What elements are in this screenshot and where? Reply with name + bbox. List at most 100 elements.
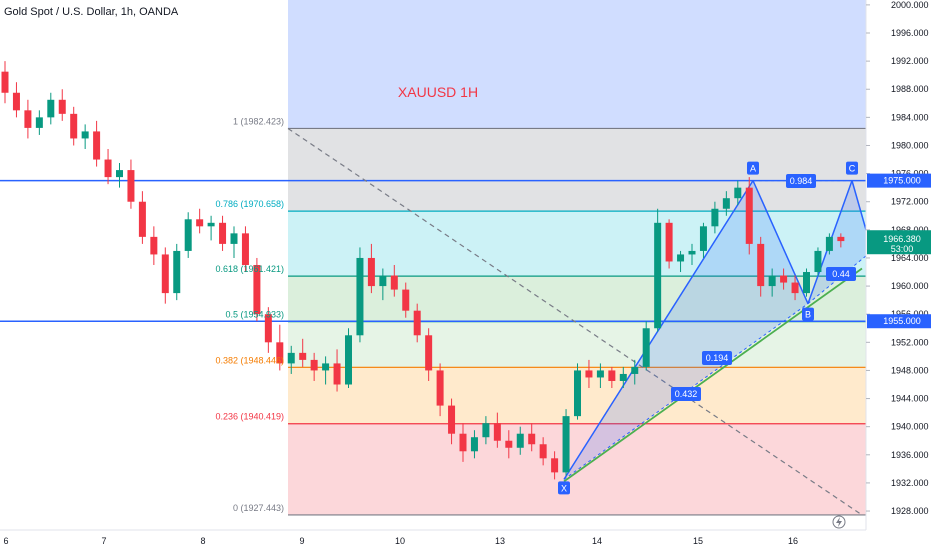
ratio-badge: 0.432 (675, 389, 698, 399)
fib-zone (288, 321, 866, 368)
price-tick-label: 1968.000 (891, 225, 929, 235)
point-x-label-bg (558, 481, 570, 495)
candle-body (264, 314, 272, 343)
fib-label: 1 (1982.423) (233, 116, 284, 126)
time-tick-label: 9 (299, 536, 304, 546)
candle-body (150, 236, 158, 255)
candle-body (585, 370, 593, 378)
time-tick-label: 16 (788, 536, 798, 546)
candle-body (722, 198, 730, 209)
price-tick-label: 1928.000 (891, 506, 929, 516)
candle-body (803, 272, 810, 294)
candle-body (516, 433, 524, 448)
current-price-bg (867, 230, 931, 255)
ratio-badge-bg (702, 351, 732, 365)
point-c-label-bg (846, 161, 858, 175)
time-tick-label: 10 (395, 536, 405, 546)
candle-body (173, 250, 181, 294)
price-tick-label: 1936.000 (891, 450, 929, 460)
ratio-badge: 0.984 (790, 176, 813, 186)
time-tick-label: 15 (693, 536, 703, 546)
fib-label: 0.382 (1948.446) (215, 355, 284, 365)
candle-body (665, 222, 673, 262)
candle-body (791, 282, 799, 294)
candle-body (127, 170, 135, 202)
pattern-diag (807, 250, 873, 305)
fib-label: 0.5 (1954.933) (225, 310, 284, 320)
point-a-label: A (750, 164, 756, 174)
candle-body (608, 370, 616, 381)
pattern-fill-xab (564, 180, 808, 480)
ratio-badge: 0.44 (832, 269, 850, 279)
point-a-label-bg (747, 161, 759, 175)
candle-body (470, 437, 478, 452)
candle-body (688, 250, 696, 255)
candle-body (390, 275, 398, 290)
countdown-label: 53:00 (891, 244, 914, 254)
candle-body (1, 71, 9, 93)
candle-body (104, 159, 112, 178)
candle-body (699, 226, 707, 251)
candle-body (379, 275, 387, 287)
price-tick-label: 1940.000 (891, 422, 929, 432)
dashed-trendline (287, 127, 863, 516)
candle-body (207, 222, 215, 227)
point-x-label: X (561, 483, 567, 493)
candle-body (425, 335, 433, 371)
time-tick-label: 6 (3, 536, 8, 546)
candle-body (310, 359, 318, 371)
candle-body (138, 201, 146, 237)
candle-body (539, 444, 547, 459)
price-tick-label: 1956.000 (891, 309, 929, 319)
candle-body (677, 254, 685, 262)
price-tick-label: 1972.000 (891, 197, 929, 207)
candle-body (287, 352, 295, 364)
candle-body (356, 257, 364, 336)
candle-body (184, 219, 192, 251)
candle-body (562, 416, 570, 473)
price-tick-label: 1944.000 (891, 394, 929, 404)
time-tick-label: 14 (592, 536, 602, 546)
ratio-badge-bg (671, 387, 701, 401)
candle-body (448, 405, 456, 434)
level-price-bg (867, 314, 931, 329)
candle-body (35, 117, 43, 128)
chart-title: XAUUSD 1H (398, 84, 478, 100)
time-tick-label: 7 (101, 536, 106, 546)
price-tick-label: 1964.000 (891, 253, 929, 263)
level-price-label: 1955.000 (883, 316, 921, 326)
candle-body (333, 363, 341, 385)
fib-zone (288, 128, 866, 212)
time-tick-label: 8 (200, 536, 205, 546)
lightning-icon-glyph (836, 517, 842, 527)
current-price-label: 1966.380 (883, 234, 921, 244)
pattern-leg (752, 180, 809, 304)
candle-body (642, 328, 650, 367)
price-tick-label: 1960.000 (891, 281, 929, 291)
time-tick-label: 13 (495, 536, 505, 546)
pattern-leg (563, 180, 754, 480)
candle-body (574, 370, 581, 417)
candle-body (528, 433, 536, 445)
candle-body (116, 170, 123, 178)
candle-body (402, 289, 410, 311)
point-b-label: B (805, 310, 811, 320)
price-tick-label: 1984.000 (891, 112, 929, 122)
fib-zone-top (288, 0, 866, 129)
candle-body (58, 99, 66, 114)
time-axis-bg (0, 530, 932, 550)
price-tick-label: 1992.000 (891, 56, 929, 66)
candle-body (757, 243, 765, 287)
candle-body (81, 131, 89, 139)
candle-body (596, 370, 604, 378)
candle-body (367, 257, 375, 287)
candle-body (436, 370, 444, 406)
candle-body (413, 310, 421, 336)
candle-body (12, 92, 20, 111)
candle-body (814, 250, 822, 273)
price-tick-label: 1996.000 (891, 28, 929, 38)
price-tick-label: 1952.000 (891, 337, 929, 347)
price-tick-label: 1980.000 (891, 140, 929, 150)
candle-body (551, 458, 559, 473)
